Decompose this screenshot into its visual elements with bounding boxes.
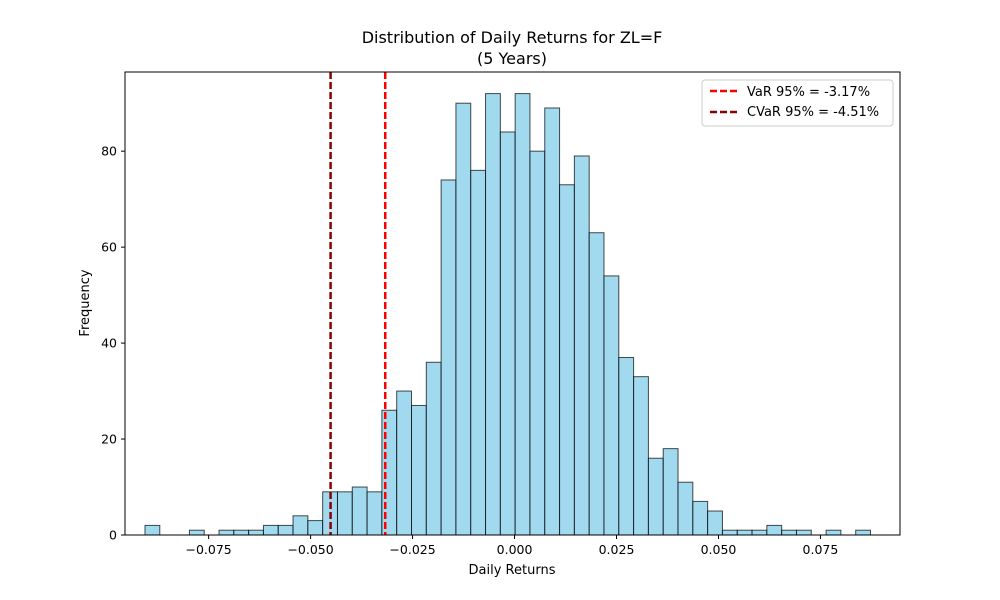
histogram-bar bbox=[677, 481, 694, 536]
y-tick-label: 0 bbox=[109, 528, 117, 543]
histogram-bar bbox=[559, 184, 575, 536]
histogram-bar bbox=[825, 529, 842, 536]
chart-title: Distribution of Daily Returns for ZL=F bbox=[362, 28, 663, 47]
histogram-bar bbox=[336, 491, 353, 536]
histogram-bar bbox=[188, 529, 205, 536]
reference-lines-layer bbox=[329, 72, 387, 535]
x-tick-label: −0.025 bbox=[389, 542, 435, 557]
histogram-bar bbox=[292, 515, 309, 536]
histogram-bar bbox=[248, 529, 264, 536]
histogram-bar bbox=[618, 356, 635, 536]
histogram-bar bbox=[707, 510, 723, 536]
histogram-bar bbox=[307, 520, 324, 536]
histogram-bar bbox=[485, 93, 501, 536]
histogram-bar bbox=[455, 102, 472, 536]
plot-frame bbox=[124, 71, 901, 536]
y-tick-label: 20 bbox=[101, 432, 117, 447]
y-tick-label: 60 bbox=[101, 240, 117, 255]
histogram-bar bbox=[692, 500, 709, 536]
legend-var-label: VaR 95% = -3.17% bbox=[747, 85, 870, 100]
histogram-bar bbox=[721, 529, 738, 536]
x-tick-label: 0.075 bbox=[803, 542, 839, 557]
x-tick-label: 0.025 bbox=[599, 542, 635, 557]
histogram-bar bbox=[751, 529, 768, 536]
histogram-bar bbox=[544, 107, 561, 536]
x-tick-label: −0.050 bbox=[287, 542, 333, 557]
histogram-bar bbox=[218, 529, 235, 536]
histogram-bar bbox=[351, 486, 368, 536]
histogram-bar bbox=[233, 529, 250, 536]
histogram-bar bbox=[440, 179, 457, 536]
histogram-bar bbox=[425, 361, 442, 536]
histogram-bar bbox=[588, 232, 605, 536]
legend: VaR 95% = -3.17% CVaR 95% = -4.51% bbox=[701, 79, 894, 127]
histogram-bar bbox=[396, 390, 413, 536]
x-tick-label: 0.050 bbox=[701, 542, 737, 557]
legend-cvar-label: CVaR 95% = -4.51% bbox=[747, 105, 879, 120]
histogram-bar bbox=[855, 529, 872, 536]
histogram-bar bbox=[795, 529, 812, 536]
histogram-bar bbox=[766, 524, 783, 536]
histogram-bar bbox=[529, 150, 546, 536]
chart-subtitle: (5 Years) bbox=[477, 49, 547, 68]
histogram-bar bbox=[514, 93, 531, 536]
histogram-bar bbox=[573, 155, 590, 536]
x-tick-label: −0.075 bbox=[185, 542, 231, 557]
bars-layer bbox=[144, 93, 872, 536]
x-tick-label: 0.000 bbox=[497, 542, 533, 557]
histogram-bar bbox=[662, 448, 679, 536]
histogram-bar bbox=[647, 457, 664, 536]
legend-box bbox=[701, 79, 894, 127]
histogram-bar bbox=[736, 529, 753, 536]
histogram-bar bbox=[633, 376, 649, 536]
histogram-bar bbox=[277, 524, 294, 536]
histogram-bar bbox=[470, 169, 487, 536]
y-axis-label: Frequency bbox=[78, 269, 93, 336]
y-tick-label: 40 bbox=[101, 336, 117, 351]
x-axis-ticks: −0.075 −0.050 −0.025 0.000 0.025 0.050 0.075 bbox=[185, 535, 838, 557]
x-axis-label: Daily Returns bbox=[469, 563, 556, 578]
y-tick-label: 80 bbox=[101, 144, 117, 159]
histogram-bar bbox=[262, 524, 279, 536]
histogram-bar bbox=[603, 275, 620, 536]
histogram-bar bbox=[781, 529, 797, 536]
histogram-bar bbox=[144, 524, 161, 536]
histogram-bar bbox=[366, 491, 383, 536]
histogram-bar bbox=[499, 131, 516, 536]
histogram-bar bbox=[411, 404, 427, 536]
y-axis-ticks: 0 20 40 60 80 bbox=[101, 144, 125, 543]
